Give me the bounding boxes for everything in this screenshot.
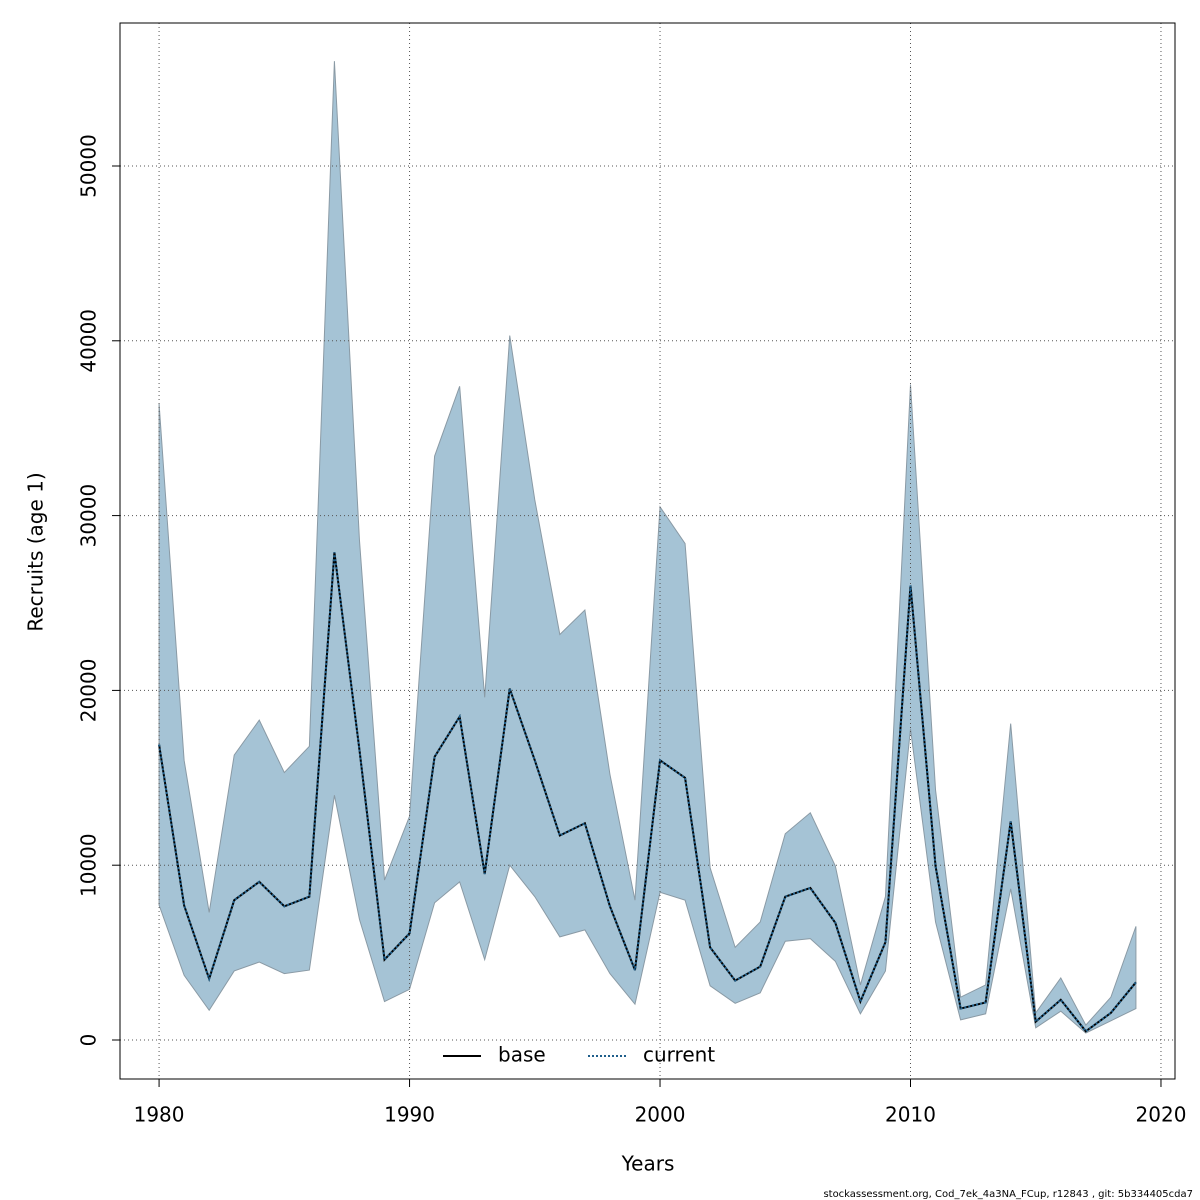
y-tick-label: 40000 xyxy=(77,309,101,373)
x-axis-label: Years xyxy=(621,1152,675,1176)
x-tick-label: 1980 xyxy=(134,1103,185,1127)
y-tick-label: 50000 xyxy=(77,134,101,198)
x-tick-label: 1990 xyxy=(384,1103,435,1127)
x-tick-label: 2000 xyxy=(635,1103,686,1127)
y-tick-label: 30000 xyxy=(77,484,101,548)
x-tick-label: 2020 xyxy=(1136,1103,1187,1127)
y-tick-label: 20000 xyxy=(77,659,101,723)
footnote: stockassessment.org, Cod_7ek_4a3NA_FCup,… xyxy=(823,1189,1193,1200)
legend-label: base xyxy=(498,1043,546,1067)
y-axis-label: Recruits (age 1) xyxy=(24,472,48,631)
plot-frame xyxy=(119,22,1176,1080)
legend-label: current xyxy=(643,1043,715,1067)
series-line xyxy=(158,552,1137,1033)
y-tick-label: 10000 xyxy=(77,833,101,897)
y-tick-label: 0 xyxy=(77,1034,101,1047)
confidence-band xyxy=(158,61,1137,1034)
x-tick-label: 2010 xyxy=(885,1103,936,1127)
